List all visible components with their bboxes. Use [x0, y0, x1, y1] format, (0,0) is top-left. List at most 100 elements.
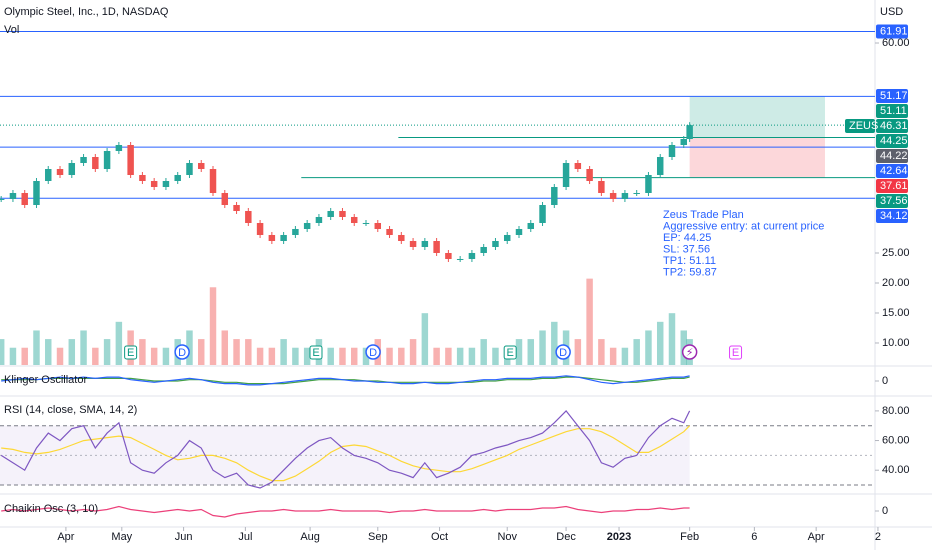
volume-bar — [186, 330, 193, 365]
volume-bar — [80, 330, 87, 365]
y-tick-label: 0 — [882, 375, 888, 387]
plot: 10.0015.0020.0025.0060.0061.9151.1751.11… — [0, 24, 910, 543]
volume-bar — [409, 339, 417, 365]
annotation: SL: 37.56 — [663, 243, 710, 255]
x-tick-label: Aug — [300, 531, 320, 543]
volume-bar — [668, 313, 676, 365]
volume-bar — [256, 347, 264, 365]
candle-body — [80, 157, 87, 164]
volume-bar — [574, 339, 582, 365]
candle-body — [68, 163, 76, 176]
candle-body — [303, 222, 311, 229]
candle-body — [409, 240, 417, 247]
volume-bar — [33, 330, 40, 365]
candle-body — [633, 192, 640, 194]
candle-body — [92, 157, 99, 170]
volume-bar — [303, 347, 311, 365]
price-tag: ZEUS — [849, 120, 878, 132]
x-tick-label: Oct — [431, 531, 448, 543]
volume-bar — [386, 347, 393, 365]
pane-title: Klinger Oscillator — [4, 374, 87, 386]
candle-body — [139, 175, 146, 182]
chart-title: Olympic Steel, Inc., 1D, NASDAQ — [4, 6, 169, 18]
volume-bar — [621, 347, 629, 365]
volume-bar — [515, 339, 523, 365]
volume-bar — [656, 321, 664, 365]
currency: USD — [880, 6, 903, 18]
volume-bar — [527, 339, 535, 365]
candle-body — [245, 210, 252, 223]
candle-body — [315, 216, 323, 223]
candle-body — [656, 157, 664, 176]
annotation: Zeus Trade Plan — [663, 209, 744, 221]
candle-body — [456, 258, 464, 260]
candle-body — [421, 240, 429, 247]
volume-bar — [398, 347, 405, 365]
y-tick-label: 0 — [882, 505, 888, 517]
volume-bar — [45, 339, 52, 365]
candle-body — [186, 163, 193, 176]
event-label: E — [506, 347, 513, 359]
chaikin-line — [1, 505, 690, 518]
x-tick-label: 6 — [751, 531, 757, 543]
volume-bar — [421, 313, 429, 365]
volume-bar — [103, 339, 111, 365]
y-tick-label: 80.00 — [882, 405, 910, 417]
event-marker — [503, 345, 517, 360]
candle-body — [0, 198, 5, 200]
candle-body — [680, 139, 687, 146]
volume-bar — [586, 278, 593, 365]
volume-bar — [162, 347, 170, 365]
volume-bar — [339, 347, 346, 365]
event-label: E — [732, 347, 739, 359]
volume-bar — [645, 330, 652, 365]
candle-body — [362, 222, 370, 224]
event-marker — [681, 344, 698, 360]
candle-body — [56, 169, 64, 176]
candle-body — [45, 169, 52, 182]
event-marker — [365, 344, 381, 360]
x-tick-label: Apr — [808, 531, 825, 543]
x-tick-label: 2023 — [607, 531, 631, 543]
price-label-bg — [876, 118, 908, 133]
price-label-bg — [876, 178, 908, 193]
pane-title: RSI (14, close, SMA, 14, 2) — [4, 404, 137, 416]
price-label-bg — [876, 163, 908, 178]
price-label-bg — [876, 24, 908, 39]
volume-bar — [68, 339, 76, 365]
candle-body — [609, 192, 617, 199]
volume-bar — [280, 339, 287, 365]
candle-body — [480, 246, 487, 253]
target-zone — [689, 96, 825, 138]
price-label-bg — [876, 133, 908, 148]
candle-body — [268, 234, 276, 241]
price-label: 51.17 — [880, 90, 908, 102]
x-tick-label: May — [111, 531, 132, 543]
price-label-bg — [876, 103, 908, 118]
price-label-bg — [876, 208, 908, 223]
volume-bar — [609, 347, 617, 365]
volume-bar — [327, 347, 334, 365]
event-label: D — [178, 347, 186, 359]
volume-bar — [468, 347, 476, 365]
candle-body — [398, 234, 405, 241]
candle-body — [127, 145, 134, 176]
candle-body — [668, 145, 676, 158]
candle-body — [562, 163, 570, 187]
candle-body — [221, 192, 229, 205]
price-label: 37.61 — [880, 180, 908, 192]
y-tick-label: 60.00 — [882, 434, 910, 446]
event-marker — [174, 344, 190, 360]
tag-bg — [845, 118, 875, 133]
annotation: TP1: 51.11 — [663, 255, 716, 267]
volume-bar — [115, 321, 123, 365]
volume-bar — [150, 347, 158, 365]
annotation: EP: 44.25 — [663, 232, 711, 244]
event-label: D — [559, 347, 567, 359]
candle-body — [539, 204, 546, 223]
candle-body — [327, 210, 334, 217]
candle-body — [686, 125, 693, 140]
stop-zone — [689, 137, 825, 178]
candle-body — [351, 216, 358, 223]
